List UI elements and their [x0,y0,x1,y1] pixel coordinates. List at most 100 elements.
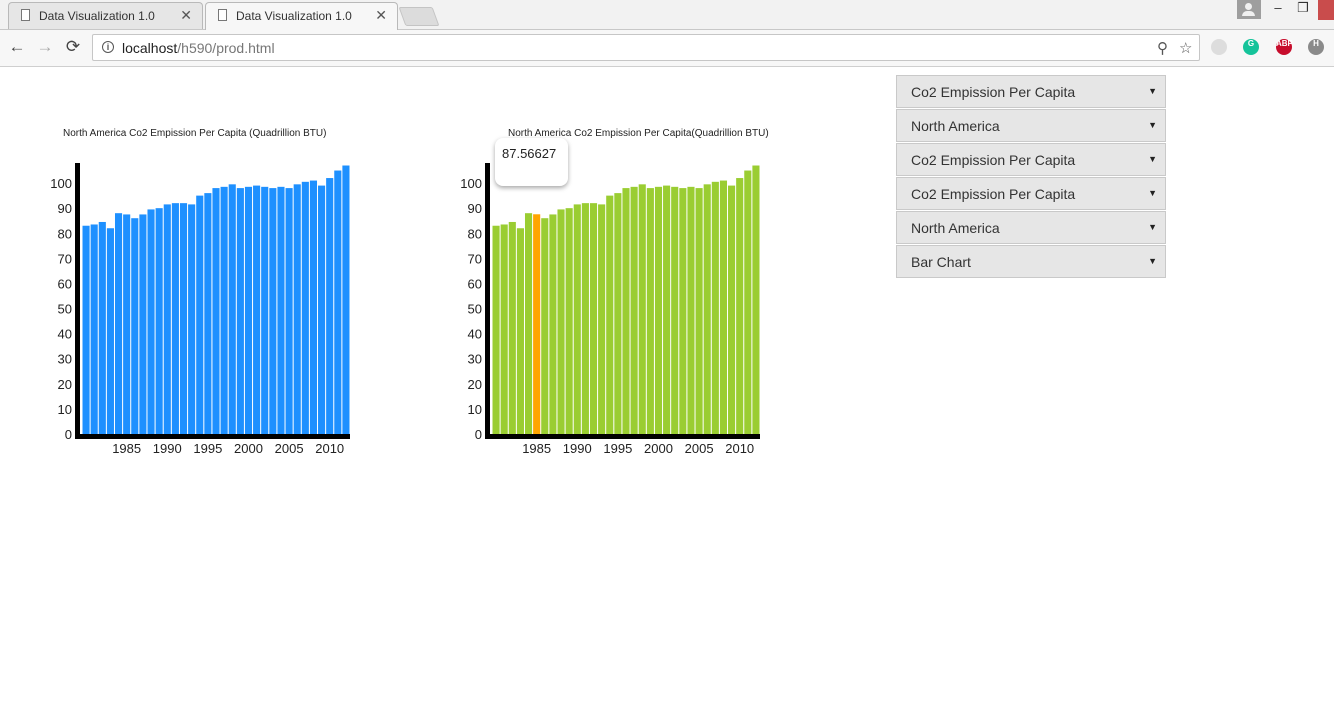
bar[interactable] [752,165,760,434]
bar[interactable] [82,225,90,434]
close-window-button[interactable] [1318,0,1334,20]
region-select[interactable]: North America ▼ [896,109,1166,142]
bar[interactable] [236,188,244,434]
bar[interactable] [565,208,573,434]
bar[interactable] [342,165,350,434]
bar[interactable] [630,186,638,434]
bar[interactable] [123,214,131,434]
y-tick-label: 60 [58,276,72,291]
new-tab-button[interactable] [398,7,440,26]
bar[interactable] [188,204,196,434]
bar[interactable] [492,225,500,434]
bar[interactable] [654,186,663,434]
close-tab-icon[interactable]: ✕ [375,7,387,23]
bar[interactable] [736,178,744,434]
bar[interactable] [598,204,606,434]
tab-2[interactable]: Data Visualization 1.0 ✕ [205,2,398,30]
forward-icon[interactable]: → [36,37,54,56]
bar[interactable] [261,186,269,434]
y-tick-label: 40 [58,327,72,342]
bar[interactable] [155,208,163,434]
minimize-icon[interactable]: – [1274,0,1282,15]
bar[interactable] [695,188,703,434]
bar[interactable] [646,188,654,434]
y-tick-label: 20 [58,377,72,392]
bar[interactable] [500,224,508,434]
bar[interactable] [581,203,589,434]
bar[interactable] [334,170,342,434]
chart-title: North America Co2 Empission Per Capita (… [63,128,327,139]
region-select-2[interactable]: North America ▼ [896,211,1166,244]
bar[interactable] [244,186,253,434]
bar[interactable] [622,188,630,434]
bar[interactable] [301,181,309,434]
bar[interactable] [139,214,147,434]
bar[interactable] [277,186,285,434]
bar[interactable] [524,213,533,434]
extension-h-icon[interactable]: H [1308,39,1324,55]
chart-title: North America Co2 Empission Per Capita(Q… [508,128,769,139]
bar[interactable] [719,180,728,434]
bar[interactable] [90,224,98,434]
bar[interactable] [98,221,106,434]
info-icon[interactable]: i [102,41,114,53]
adblock-icon[interactable]: ABP [1276,39,1293,55]
tab-1[interactable]: Data Visualization 1.0 ✕ [8,2,203,29]
bookmark-star-icon[interactable]: ☆ [1179,40,1193,57]
extension-icon[interactable] [1211,39,1227,55]
bar[interactable] [573,204,581,434]
reload-icon[interactable]: ⟳ [65,37,81,56]
measure-select-2[interactable]: Co2 Empission Per Capita ▼ [896,143,1166,176]
measure-select-3[interactable]: Co2 Empission Per Capita ▼ [896,177,1166,210]
chart-type-select[interactable]: Bar Chart ▼ [896,245,1166,278]
bar[interactable] [533,214,541,434]
bar[interactable] [557,209,565,434]
bar[interactable] [293,184,301,434]
bar[interactable] [309,180,318,434]
bar[interactable] [638,184,646,434]
bar[interactable] [671,186,679,434]
bar[interactable] [106,228,114,434]
bar[interactable] [253,185,261,434]
bar[interactable] [285,188,293,434]
bar[interactable] [614,193,622,434]
measure-select[interactable]: Co2 Empission Per Capita ▼ [896,75,1166,108]
bar[interactable] [131,218,139,434]
bar[interactable] [171,203,179,434]
bar[interactable] [744,170,752,434]
bar[interactable] [711,181,719,434]
bar[interactable] [114,213,123,434]
bar[interactable] [703,184,711,434]
bar[interactable] [508,221,516,434]
zoom-icon[interactable]: ⚲ [1157,40,1168,57]
select-value: North America [911,220,1000,236]
bar[interactable] [179,203,188,434]
bar[interactable] [204,193,212,434]
bar[interactable] [318,185,326,434]
grammarly-icon[interactable]: G [1243,39,1259,55]
address-bar[interactable]: i localhost/h590/prod.html ⚲ ☆ [92,34,1200,61]
bar[interactable] [147,209,155,434]
close-tab-icon[interactable]: ✕ [180,7,192,23]
bar[interactable] [228,184,236,434]
bar[interactable] [163,204,171,434]
bar[interactable] [687,186,695,434]
bar[interactable] [269,188,277,434]
profile-icon[interactable] [1237,0,1261,19]
bar[interactable] [541,218,549,434]
bar[interactable] [516,228,524,434]
bar[interactable] [196,195,204,434]
bar[interactable] [326,178,334,434]
bar[interactable] [589,203,598,434]
x-tick-label: 1985 [522,441,551,456]
bar[interactable] [679,188,687,434]
bar[interactable] [606,195,614,434]
bar[interactable] [220,186,228,434]
bar[interactable] [212,188,220,434]
bar[interactable] [549,214,557,434]
x-tick-label: 2000 [234,441,263,456]
restore-icon[interactable]: ❐ [1297,0,1309,15]
bar[interactable] [663,185,671,434]
back-icon[interactable]: ← [8,37,26,56]
bar[interactable] [728,185,736,434]
